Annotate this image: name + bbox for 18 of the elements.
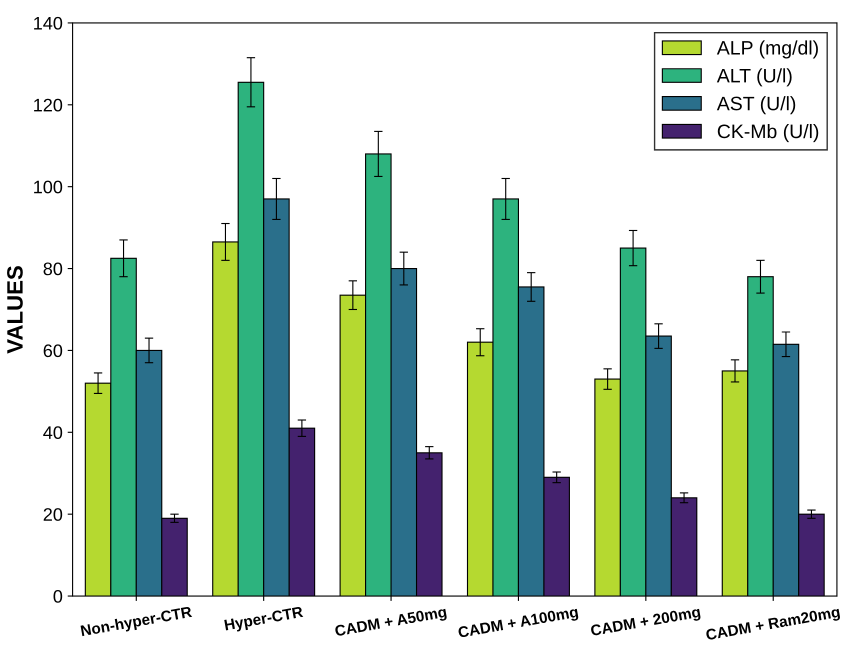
legend-label: ALT (U/l): [716, 68, 792, 86]
legend-label: ALP (mg/dl): [716, 40, 818, 59]
y-axis-title: VALUES: [7, 266, 23, 354]
x-tick-label: CADM + 200mg: [590, 606, 702, 640]
y-tick-label: 80: [44, 262, 62, 276]
x-tick-label: Hyper-CTR: [224, 606, 304, 634]
legend-label: CK-Mb (U/l): [718, 124, 818, 142]
y-tick-label: 120: [34, 98, 62, 112]
legend-label: AST (U/l): [716, 96, 796, 114]
x-tick-label: CADM + Ram20mg: [706, 606, 841, 644]
y-tick-label: 40: [43, 426, 62, 440]
x-tick-label: CADM + A100mg: [458, 606, 579, 641]
y-tick-label: 140: [34, 16, 62, 30]
y-tick-label: 100: [34, 180, 62, 194]
y-tick-label: 60: [44, 344, 62, 358]
x-tick-label: CADM + A50mg: [334, 606, 448, 640]
y-tick-label: 0: [54, 590, 62, 603]
y-tick-label: 20: [44, 508, 62, 521]
